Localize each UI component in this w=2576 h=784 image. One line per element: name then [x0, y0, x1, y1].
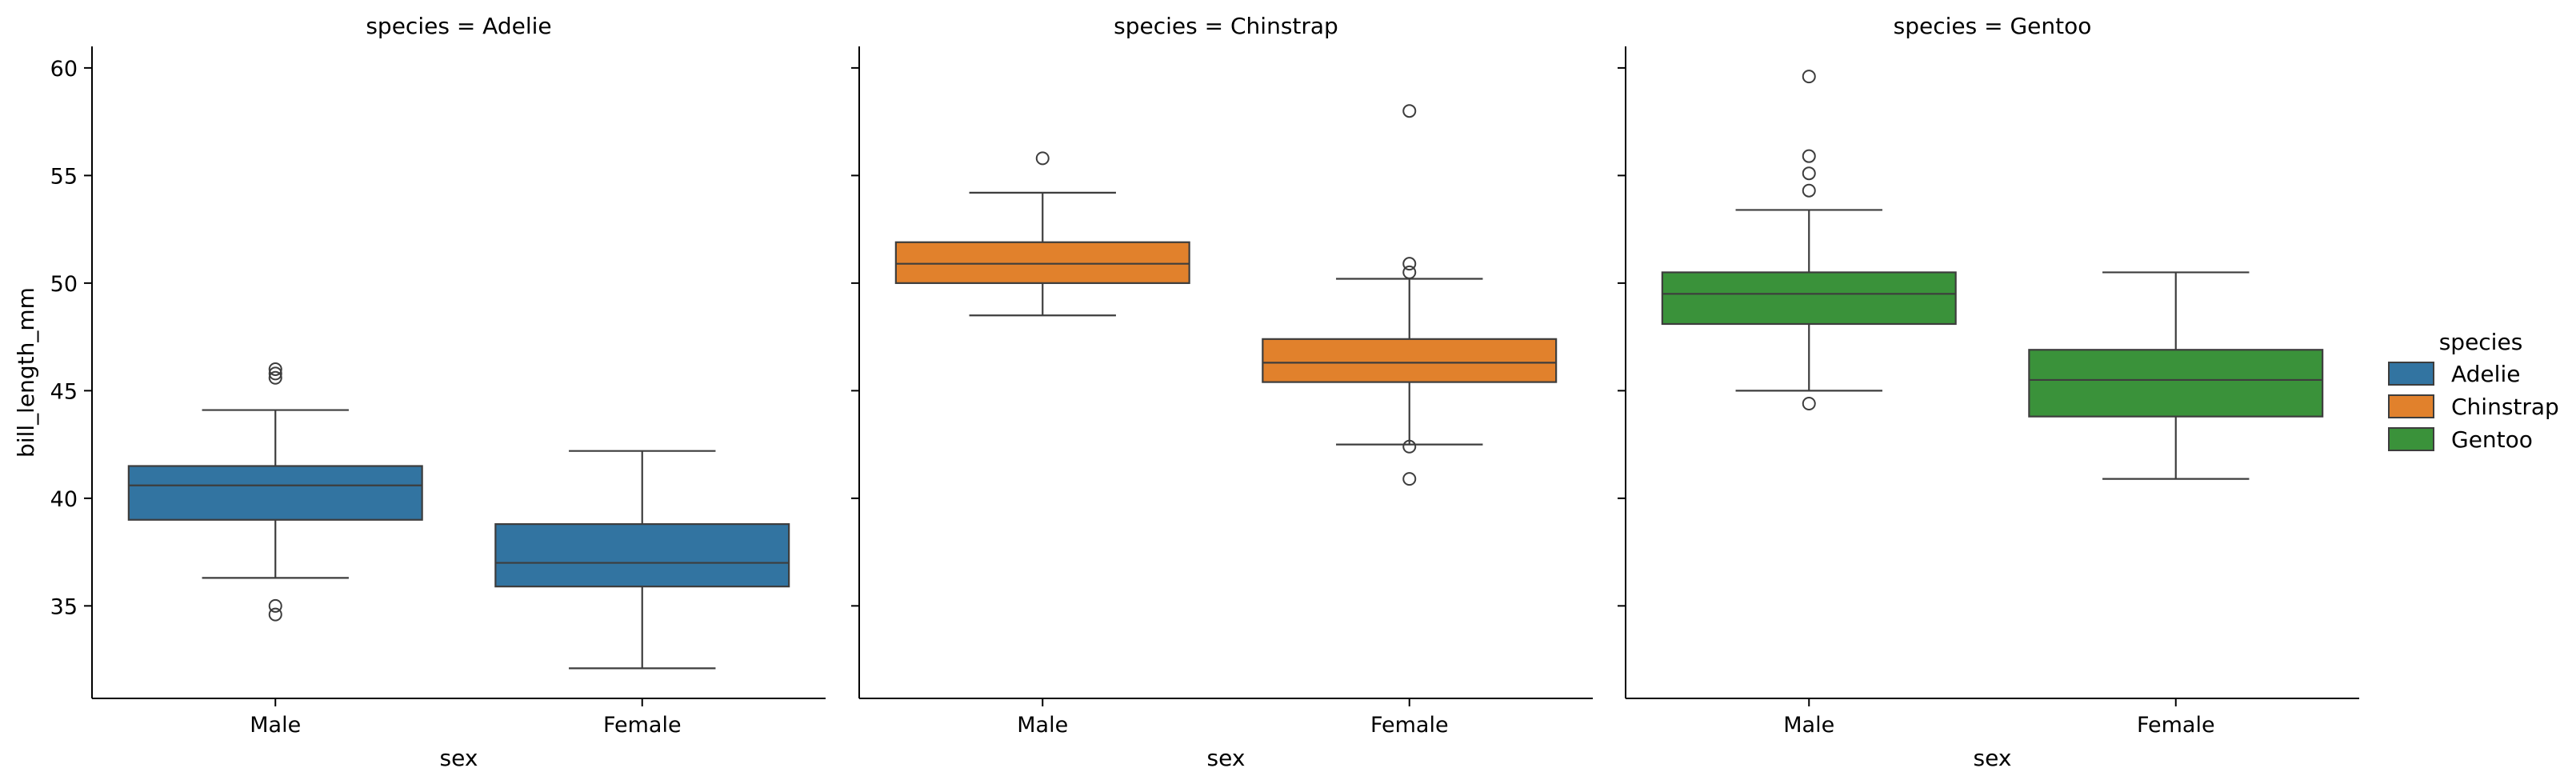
facet-title: species = Adelie — [366, 13, 551, 39]
legend-swatch — [2388, 362, 2434, 386]
facet-chinstrap: species = Chinstrap Male Female sex — [851, 13, 1593, 771]
legend-item-gentoo: Gentoo — [2388, 426, 2533, 453]
x-tick-label: Female — [1370, 713, 1449, 738]
outlier-point — [268, 607, 282, 622]
legend-swatch — [2388, 394, 2434, 418]
facet-gentoo: species = Gentoo Male Female sex — [1618, 13, 2359, 771]
legend: species Adelie Chinstrap Gentoo — [2388, 329, 2559, 453]
y-tick-label: 55 — [50, 164, 78, 189]
box-iqr — [894, 241, 1190, 284]
box-iqr — [494, 523, 790, 588]
legend-label: Chinstrap — [2451, 394, 2559, 420]
legend-label: Adelie — [2451, 361, 2520, 387]
legend-item-adelie: Adelie — [2388, 361, 2520, 387]
x-tick-label: Male — [250, 713, 301, 738]
outlier-point — [1402, 265, 1417, 279]
outlier-point — [1802, 166, 1816, 181]
outlier-point — [268, 370, 282, 385]
y-axis-label: bill_length_mm — [13, 287, 39, 458]
box-female — [494, 450, 790, 670]
outlier-point — [268, 598, 282, 613]
x-tick-label: Male — [1783, 713, 1834, 738]
outlier-point — [1402, 104, 1417, 118]
y-tick-label: 60 — [50, 57, 78, 82]
legend-swatch — [2388, 427, 2434, 451]
outlier-point — [1402, 439, 1417, 454]
y-tick-label: 40 — [50, 487, 78, 512]
outlier-point — [268, 362, 282, 376]
outlier-point — [1402, 472, 1417, 486]
outlier-point — [1802, 183, 1816, 198]
y-tick-label: 35 — [50, 594, 78, 619]
y-tick-label: 50 — [50, 272, 78, 297]
facet-adelie: species = Adelie 35 40 45 50 55 60 Male Female se… — [50, 13, 826, 771]
outlier-point — [1035, 151, 1050, 166]
legend-label: Gentoo — [2451, 426, 2533, 453]
outlier-point — [268, 366, 282, 381]
legend-item-chinstrap: Chinstrap — [2388, 394, 2559, 420]
x-tick-label: Female — [2137, 713, 2215, 738]
outlier-point — [1802, 397, 1816, 411]
outlier-point — [1402, 257, 1417, 271]
box-iqr — [1262, 338, 1558, 383]
x-axis-label: sex — [1974, 745, 2012, 771]
box-iqr — [127, 465, 423, 521]
box-female — [2028, 271, 2324, 480]
outlier-point — [1802, 70, 1816, 84]
box-male — [1661, 70, 1957, 411]
x-axis-label: sex — [1207, 745, 1246, 771]
x-axis-label: sex — [440, 745, 478, 771]
y-tick-label: 45 — [50, 379, 78, 404]
box-iqr — [1661, 271, 1957, 326]
box-iqr — [2028, 349, 2324, 418]
facet-title: species = Gentoo — [1894, 13, 2092, 39]
facet-title: species = Chinstrap — [1114, 13, 1338, 39]
box-female — [1262, 104, 1558, 486]
box-male — [127, 362, 423, 622]
x-tick-label: Female — [603, 713, 682, 738]
outlier-point — [1802, 149, 1816, 163]
legend-title: species — [2439, 329, 2523, 355]
x-tick-label: Male — [1017, 713, 1068, 738]
box-male — [894, 151, 1190, 317]
